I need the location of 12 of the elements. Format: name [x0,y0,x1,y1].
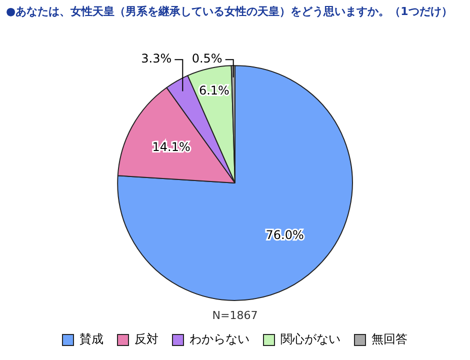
data-label: 6.1% [198,84,230,98]
data-label: 14.1% [152,140,190,154]
data-label: 0.5% [192,52,222,66]
legend-label: わからない [190,332,250,346]
legend-label: 反対 [134,332,158,346]
legend-label: 無回答 [372,332,408,346]
data-label: 3.3% [141,52,172,66]
chart-title: ●あなたは、女性天皇（男系を継承している女性の天皇）をどう思いますか。（1つだけ） [5,4,454,20]
data-label: 76.0% [266,228,304,242]
legend-label: 関心がない [280,332,340,346]
legend-label: 賛成 [80,332,104,346]
text: N=1867 [212,309,258,322]
